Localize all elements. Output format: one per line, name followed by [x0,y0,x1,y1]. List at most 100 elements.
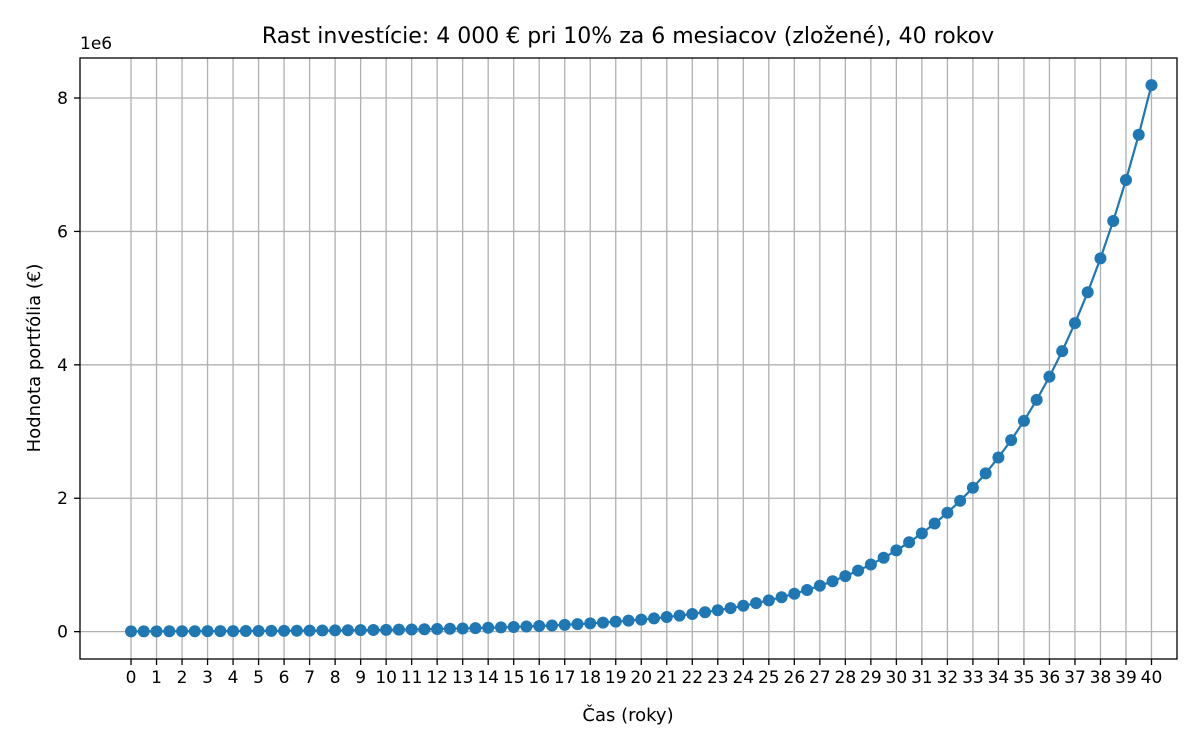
data-point [201,625,214,638]
x-tick-label: 29 [860,668,882,688]
x-tick-label: 15 [503,668,525,688]
data-point [571,618,584,631]
x-tick-label: 34 [988,668,1010,688]
data-point [176,625,189,638]
data-point [1068,317,1081,330]
x-tick-label: 3 [202,668,213,688]
x-tick-label: 24 [732,668,754,688]
data-point [1017,414,1030,427]
data-point [341,624,354,637]
x-tick-label: 1 [151,668,162,688]
x-tick-label: 20 [630,668,652,688]
data-point [852,564,865,577]
data-point [380,623,393,636]
data-point [673,609,686,622]
data-point [392,623,405,636]
data-point [431,623,444,636]
data-point [864,558,877,571]
data-point [1081,286,1094,299]
data-point [839,570,852,583]
data-point [265,624,278,637]
data-point [788,587,801,600]
x-tick-label: 39 [1115,668,1137,688]
data-point [686,607,699,620]
x-tick-label: 4 [228,668,239,688]
x-tick-label: 14 [477,668,499,688]
x-tick-label: 33 [962,668,984,688]
data-point [482,621,495,634]
data-point [354,624,367,637]
data-point [125,625,138,638]
data-point [290,624,303,637]
data-point [239,625,252,638]
x-tick-label: 25 [758,668,780,688]
grid-lines [80,58,1177,659]
data-point [188,625,201,638]
data-point [150,625,163,638]
x-tick-label: 5 [253,668,264,688]
chart-title: Rast investície: 4 000 € pri 10% za 6 me… [262,24,994,49]
data-point [443,622,456,635]
data-point [469,622,482,635]
data-point [1094,252,1107,265]
data-point [801,583,814,596]
x-tick-label: 28 [835,668,857,688]
data-point [903,536,916,549]
data-point [137,625,150,638]
data-point [584,617,597,630]
data-point [1030,393,1043,406]
data-point [622,614,635,627]
plot-frame [79,57,1178,660]
data-point [227,625,240,638]
x-tick-label: 36 [1039,668,1061,688]
x-tick-label: 11 [401,668,423,688]
data-point [596,616,609,629]
data-point [278,624,291,637]
data-point [813,579,826,592]
x-tick-label: 8 [330,668,341,688]
x-tick-label: 26 [784,668,806,688]
data-point [699,606,712,619]
x-tick-label: 19 [605,668,627,688]
data-point [405,623,418,636]
data-point [1043,370,1056,383]
x-tick-label: 27 [809,668,831,688]
data-point [533,620,546,633]
data-point [737,599,750,612]
data-point [890,544,903,557]
data-point [609,615,622,628]
x-tick-label: 9 [355,668,366,688]
data-point [418,623,431,636]
data-point [1005,434,1018,447]
x-tick-label: 38 [1090,668,1112,688]
y-tick-label: 0 [57,623,68,643]
x-axis-label: Čas (roky) [582,704,673,726]
x-tick-label: 37 [1064,668,1086,688]
data-point [966,481,979,494]
y-axis-label: Hodnota portfólia (€) [24,264,45,453]
data-point [316,624,329,637]
data-point [724,602,737,615]
x-tick-label: 12 [426,668,448,688]
x-tick-label: 7 [304,668,315,688]
data-point [329,624,342,637]
data-point [660,611,673,624]
x-tick-label: 35 [1013,668,1035,688]
data-point [941,506,954,519]
series-layer [125,79,1158,638]
data-point [1119,173,1132,186]
x-tick-label: 13 [452,668,474,688]
x-tick-label: 22 [681,668,703,688]
data-point [1107,215,1120,228]
data-point [1056,345,1069,358]
data-point [1145,79,1158,92]
y-offset-label: 1e6 [80,34,112,54]
data-point [826,575,839,588]
x-tick-label: 16 [528,668,550,688]
x-tick-label: 21 [656,668,678,688]
x-tick-label: 23 [707,668,729,688]
data-point [635,613,648,626]
x-tick-label: 40 [1141,668,1163,688]
data-point [303,624,316,637]
